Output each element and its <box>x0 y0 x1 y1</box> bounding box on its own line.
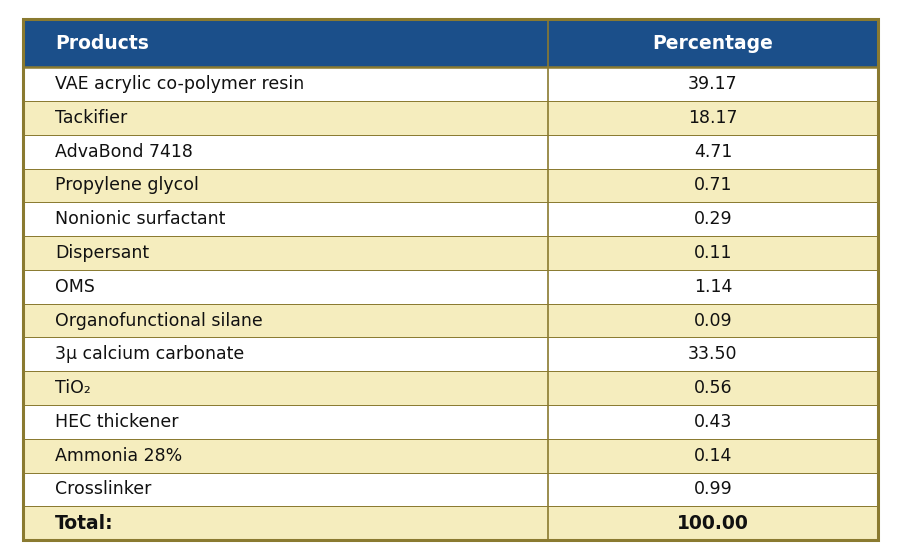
Text: Tackifier: Tackifier <box>55 109 127 127</box>
Text: 33.50: 33.50 <box>688 345 738 364</box>
Text: 1.14: 1.14 <box>694 278 732 296</box>
FancyBboxPatch shape <box>22 19 878 67</box>
Text: OMS: OMS <box>55 278 94 296</box>
FancyBboxPatch shape <box>22 168 878 202</box>
Text: 0.09: 0.09 <box>694 311 733 329</box>
Text: 0.29: 0.29 <box>694 210 733 228</box>
Text: 39.17: 39.17 <box>688 75 738 93</box>
Text: 0.14: 0.14 <box>694 447 732 465</box>
FancyBboxPatch shape <box>22 439 878 472</box>
FancyBboxPatch shape <box>22 135 878 168</box>
Text: 0.71: 0.71 <box>694 177 733 194</box>
FancyBboxPatch shape <box>22 270 878 304</box>
Text: Organofunctional silane: Organofunctional silane <box>55 311 263 329</box>
FancyBboxPatch shape <box>22 507 878 540</box>
Text: 0.99: 0.99 <box>694 481 733 498</box>
Text: Nonionic surfactant: Nonionic surfactant <box>55 210 225 228</box>
FancyBboxPatch shape <box>22 304 878 337</box>
Text: Products: Products <box>55 34 148 53</box>
FancyBboxPatch shape <box>22 101 878 135</box>
Text: TiO₂: TiO₂ <box>55 379 91 397</box>
Text: 18.17: 18.17 <box>688 109 738 127</box>
FancyBboxPatch shape <box>22 405 878 439</box>
Text: AdvaBond 7418: AdvaBond 7418 <box>55 142 193 161</box>
Text: Ammonia 28%: Ammonia 28% <box>55 447 182 465</box>
Text: 0.43: 0.43 <box>694 413 732 431</box>
FancyBboxPatch shape <box>22 67 878 101</box>
Text: 0.11: 0.11 <box>694 244 733 262</box>
Text: Dispersant: Dispersant <box>55 244 149 262</box>
FancyBboxPatch shape <box>22 371 878 405</box>
Text: 3μ calcium carbonate: 3μ calcium carbonate <box>55 345 244 364</box>
Text: 4.71: 4.71 <box>694 142 732 161</box>
FancyBboxPatch shape <box>22 472 878 507</box>
Text: 0.56: 0.56 <box>694 379 733 397</box>
FancyBboxPatch shape <box>22 202 878 236</box>
Text: Propylene glycol: Propylene glycol <box>55 177 199 194</box>
Text: HEC thickener: HEC thickener <box>55 413 178 431</box>
Text: Total:: Total: <box>55 514 113 533</box>
Text: 100.00: 100.00 <box>677 514 749 533</box>
Text: Percentage: Percentage <box>652 34 773 53</box>
Text: Crosslinker: Crosslinker <box>55 481 151 498</box>
FancyBboxPatch shape <box>22 337 878 371</box>
Text: VAE acrylic co-polymer resin: VAE acrylic co-polymer resin <box>55 75 304 93</box>
FancyBboxPatch shape <box>22 236 878 270</box>
